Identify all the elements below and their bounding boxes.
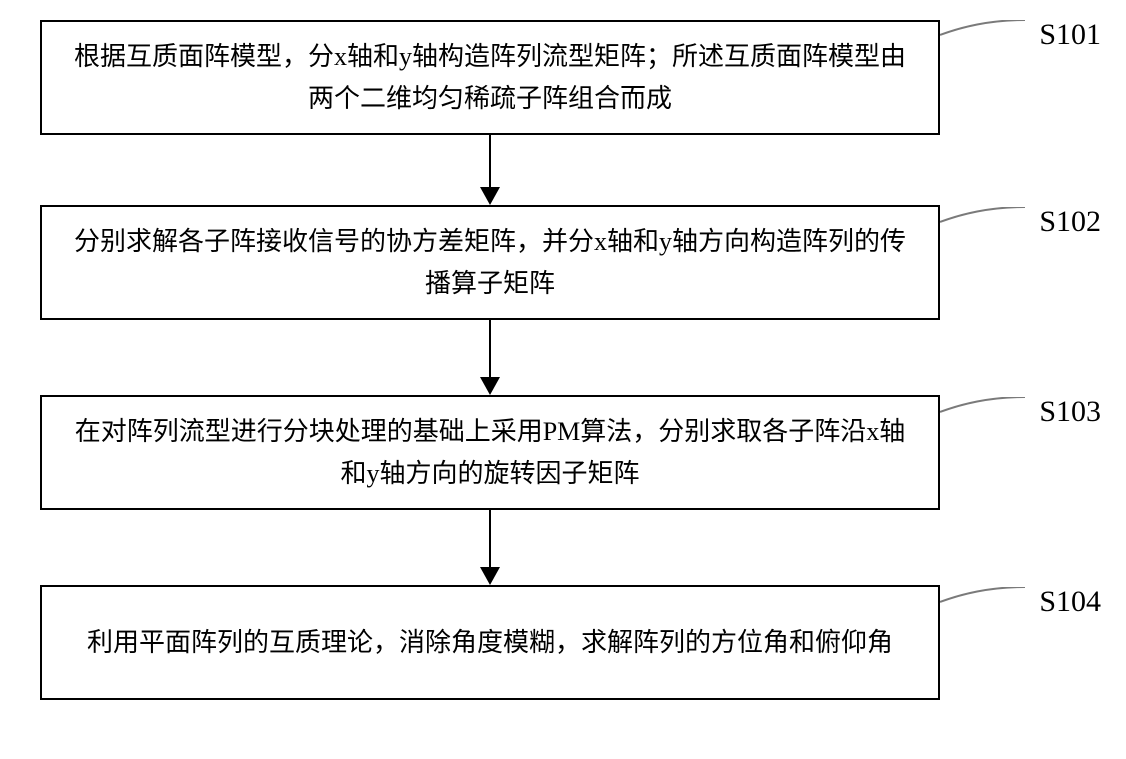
arrow-head-3 [480, 567, 500, 585]
flow-step-4: 利用平面阵列的互质理论，消除角度模糊，求解阵列的方位角和俯仰角 [40, 585, 940, 700]
connector-curve-2 [940, 207, 1030, 237]
arrow-1 [488, 135, 492, 205]
connector-curve-4 [940, 587, 1030, 617]
arrow-head-1 [480, 187, 500, 205]
arrow-line-1 [489, 135, 491, 190]
connector-curve-3 [940, 397, 1030, 427]
step-3-text: 在对阵列流型进行分块处理的基础上采用PM算法，分别求取各子阵沿x轴和y轴方向的旋… [62, 411, 918, 494]
arrow-line-2 [489, 320, 491, 380]
step-4-text: 利用平面阵列的互质理论，消除角度模糊，求解阵列的方位角和俯仰角 [87, 622, 893, 664]
connector-curve-1 [940, 20, 1030, 50]
step-label-1: S101 [1039, 18, 1101, 52]
step-label-3: S103 [1039, 395, 1101, 429]
arrow-head-2 [480, 377, 500, 395]
step-2-text: 分别求解各子阵接收信号的协方差矩阵，并分x轴和y轴方向构造阵列的传播算子矩阵 [62, 221, 918, 304]
step-1-text: 根据互质面阵模型，分x轴和y轴构造阵列流型矩阵；所述互质面阵模型由两个二维均匀稀… [62, 36, 918, 119]
flow-step-3: 在对阵列流型进行分块处理的基础上采用PM算法，分别求取各子阵沿x轴和y轴方向的旋… [40, 395, 940, 510]
flowchart-container: 根据互质面阵模型，分x轴和y轴构造阵列流型矩阵；所述互质面阵模型由两个二维均匀稀… [0, 0, 1126, 759]
arrow-3 [488, 510, 492, 585]
arrow-2 [488, 320, 492, 395]
arrow-line-3 [489, 510, 491, 570]
step-label-2: S102 [1039, 205, 1101, 239]
step-label-4: S104 [1039, 585, 1101, 619]
flow-step-1: 根据互质面阵模型，分x轴和y轴构造阵列流型矩阵；所述互质面阵模型由两个二维均匀稀… [40, 20, 940, 135]
flow-step-2: 分别求解各子阵接收信号的协方差矩阵，并分x轴和y轴方向构造阵列的传播算子矩阵 [40, 205, 940, 320]
